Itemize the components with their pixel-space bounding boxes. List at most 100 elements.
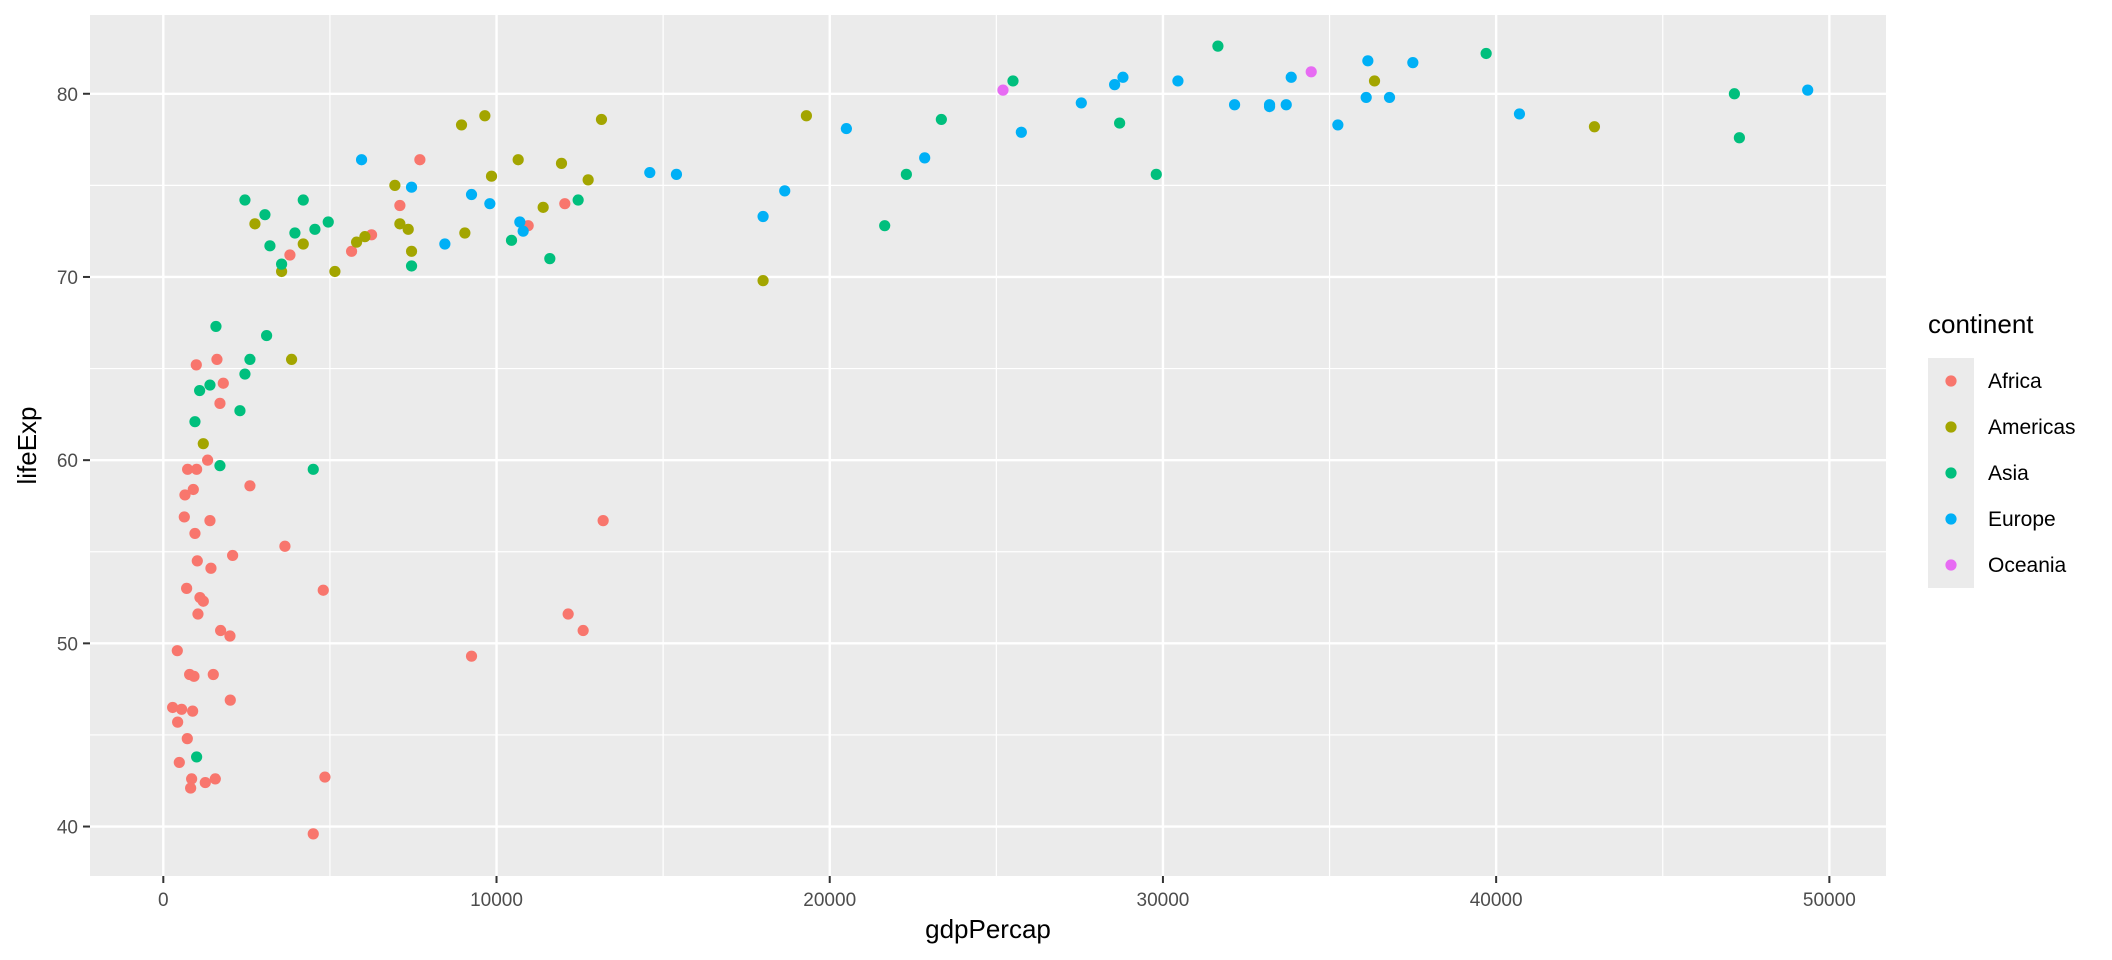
data-point — [244, 480, 256, 492]
data-point — [1360, 91, 1372, 104]
data-point — [191, 463, 203, 475]
data-point — [345, 245, 358, 257]
data-point — [181, 733, 193, 745]
data-point — [405, 260, 418, 272]
minor-gridlines — [90, 15, 1886, 876]
legend: continent Africa Americas Asia Europe Oceani… — [1928, 309, 2076, 588]
y-tick-label: 80 — [57, 85, 78, 106]
data-point — [202, 454, 214, 466]
data-point — [1802, 84, 1814, 96]
y-tick-label: 60 — [57, 451, 78, 472]
data-point — [1280, 99, 1292, 111]
data-point — [439, 238, 451, 250]
x-tick-label: 30000 — [1137, 890, 1190, 911]
x-axis-title: gdpPercap — [925, 914, 1051, 944]
data-point — [214, 397, 226, 409]
data-point — [512, 154, 524, 166]
data-point — [414, 154, 426, 166]
plot-panel — [90, 15, 1886, 876]
data-point — [1172, 75, 1184, 87]
data-point — [317, 584, 329, 596]
data-point — [186, 773, 198, 785]
data-point — [191, 751, 203, 763]
data-point — [670, 168, 683, 180]
data-point — [297, 194, 309, 206]
data-point — [800, 110, 813, 122]
data-point — [1332, 119, 1344, 131]
data-point — [171, 645, 183, 657]
data-point — [455, 119, 468, 131]
legend-key — [1945, 513, 1957, 525]
data-point — [239, 194, 251, 206]
data-point — [1407, 57, 1419, 69]
data-point — [215, 624, 227, 637]
data-point — [465, 650, 478, 662]
data-point — [187, 705, 199, 717]
legend-items: Africa Americas Asia Europe Oceania — [1945, 370, 2076, 577]
data-point — [572, 194, 584, 206]
data-point — [178, 511, 190, 523]
x-tick-label: 0 — [158, 890, 169, 911]
data-point — [179, 489, 191, 501]
data-point — [167, 701, 179, 714]
legend-label: Americas — [1988, 416, 2076, 439]
data-point — [1733, 132, 1745, 144]
data-point — [537, 201, 549, 213]
data-point — [199, 776, 211, 789]
legend-label: Asia — [1988, 462, 2029, 485]
legend-key — [1945, 421, 1957, 433]
x-tick-label: 50000 — [1803, 890, 1856, 911]
data-point — [562, 608, 574, 620]
data-point — [285, 353, 298, 365]
data-point — [517, 225, 529, 237]
data-point — [309, 223, 321, 235]
major-gridlines — [90, 15, 1886, 876]
data-point — [187, 483, 199, 496]
y-tick-label: 40 — [57, 818, 78, 839]
y-axis-ticks: 40 50 60 70 80 — [57, 85, 90, 839]
data-point — [1228, 99, 1241, 111]
data-point — [484, 198, 496, 210]
data-point — [217, 377, 229, 389]
data-point — [779, 185, 791, 197]
data-point — [289, 227, 301, 239]
data-point — [1263, 99, 1276, 111]
data-point — [264, 240, 276, 252]
data-point — [879, 220, 891, 232]
data-point — [1383, 91, 1396, 104]
legend-title: continent — [1928, 309, 2034, 339]
data-point — [355, 154, 368, 166]
legend-key — [1945, 375, 1957, 387]
y-axis-title: lifeExp — [12, 406, 42, 484]
data-point — [505, 234, 518, 246]
data-point — [465, 188, 478, 201]
data-point — [644, 166, 656, 179]
data-point — [204, 515, 216, 527]
data-point — [1212, 40, 1224, 52]
data-point — [284, 249, 296, 261]
data-point — [172, 716, 184, 728]
data-point — [405, 245, 418, 257]
data-point — [224, 630, 236, 642]
data-point — [189, 416, 201, 428]
data-point — [224, 694, 236, 706]
data-point — [514, 216, 526, 228]
data-point — [261, 329, 273, 342]
data-point — [595, 113, 608, 126]
data-point — [204, 379, 216, 391]
data-point — [359, 231, 371, 243]
data-point — [559, 198, 571, 210]
data-point — [402, 223, 414, 235]
data-point — [176, 703, 188, 715]
data-point — [279, 540, 291, 552]
data-point — [197, 595, 209, 607]
data-point — [485, 170, 498, 182]
data-point — [211, 353, 223, 365]
data-point — [350, 236, 363, 248]
data-point — [185, 782, 197, 794]
data-point — [555, 157, 568, 169]
data-point — [1015, 126, 1027, 138]
data-point — [919, 152, 931, 164]
data-point — [207, 668, 219, 681]
